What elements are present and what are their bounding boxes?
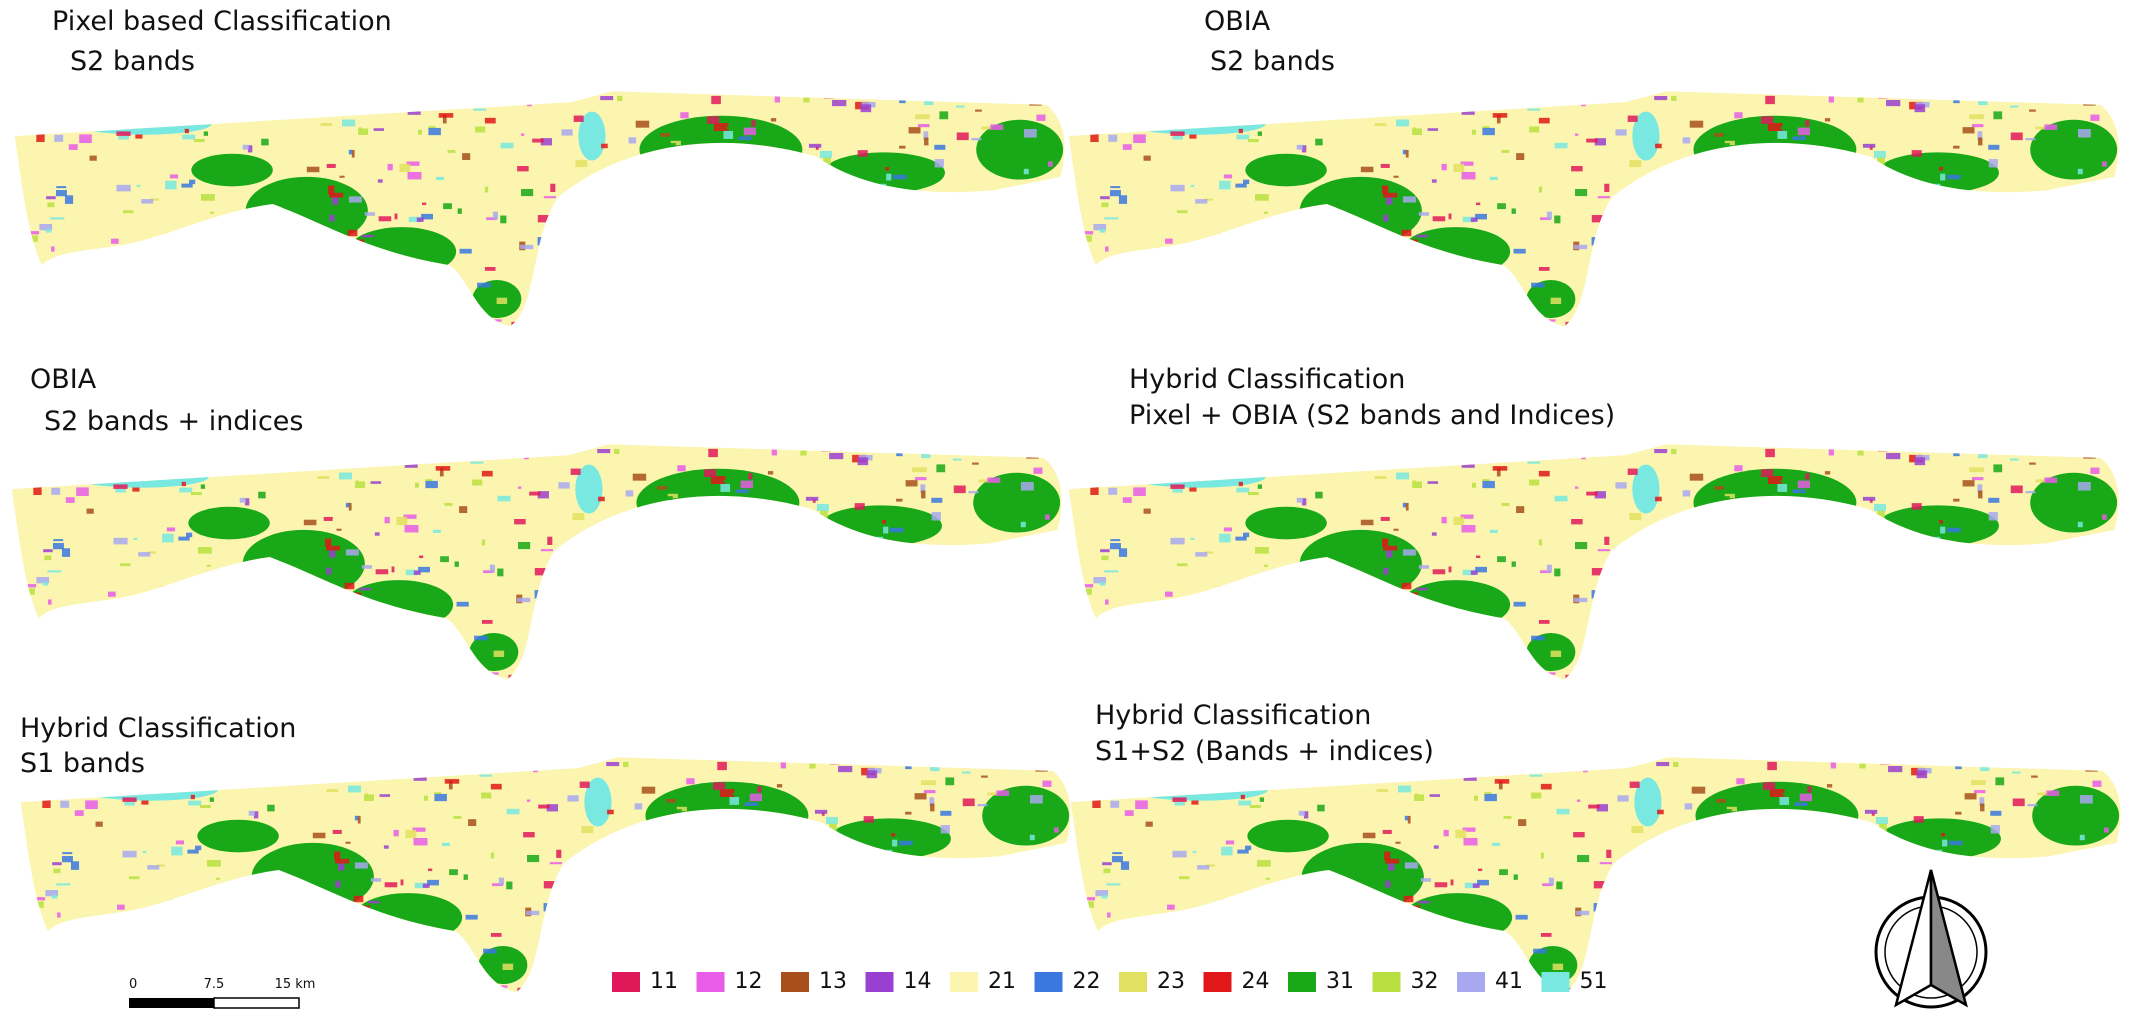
legend-swatch (1204, 972, 1232, 992)
north-arrow-right (1931, 870, 1966, 1005)
panel-title: Hybrid Classification (20, 713, 296, 744)
panel-title: Pixel + OBIA (S2 bands and Indices) (1129, 400, 1615, 431)
north-arrow-left (1896, 870, 1931, 1005)
panel-title: Hybrid Classification (1095, 700, 1371, 731)
legend-label: 12 (735, 969, 763, 994)
legend-swatch (1457, 972, 1485, 992)
legend-swatch (781, 972, 809, 992)
legend-label: 21 (988, 969, 1016, 994)
scale-label: 7.5 (204, 977, 225, 992)
panel-title: S1 bands (20, 748, 145, 779)
legend-label: 24 (1242, 969, 1270, 994)
scale-label: 15 km (275, 977, 316, 992)
legend-swatch (1035, 972, 1063, 992)
legend-label: 13 (819, 969, 847, 994)
legend-swatch (697, 972, 725, 992)
panel-title: S2 bands (70, 46, 195, 77)
figure: Pixel based Classification S2 bands OBIA S2… (0, 0, 2132, 1019)
legend-swatch (612, 972, 640, 992)
legend-swatch (1119, 972, 1147, 992)
legend-swatch (866, 972, 894, 992)
map-panel (1069, 75, 2126, 338)
legend-label: 32 (1411, 969, 1439, 994)
map-panel (15, 75, 1072, 338)
panel-title: S1+S2 (Bands + indices) (1095, 736, 1434, 767)
legend-swatch (950, 972, 978, 992)
scale-bar-black (129, 998, 214, 1008)
legend-label: 22 (1073, 969, 1101, 994)
legend-label: 11 (650, 969, 678, 994)
panel-title: OBIA (1204, 6, 1271, 37)
legend-swatch (1542, 972, 1570, 992)
panel-title: Hybrid Classification (1129, 364, 1405, 395)
map-panel (1071, 741, 2128, 1004)
legend-label: 41 (1495, 969, 1523, 994)
scale-label: 0 (129, 977, 137, 992)
map-panel (21, 741, 1078, 1004)
page: Pixel based Classification S2 bands OBIA S2… (0, 0, 2132, 1019)
panel-title: S2 bands + indices (44, 406, 303, 437)
scale-bar-white (214, 998, 299, 1008)
legend-label: 51 (1580, 969, 1608, 994)
legend-label: 31 (1326, 969, 1354, 994)
legend-label: 23 (1157, 969, 1185, 994)
legend-swatch (1288, 972, 1316, 992)
panel-title: OBIA (30, 364, 97, 395)
map-panel (12, 428, 1069, 691)
map-panel (1069, 428, 2126, 691)
legend-label: 14 (904, 969, 932, 994)
legend-swatch (1373, 972, 1401, 992)
panel-title: Pixel based Classification (52, 6, 392, 37)
panel-title: S2 bands (1210, 46, 1335, 77)
